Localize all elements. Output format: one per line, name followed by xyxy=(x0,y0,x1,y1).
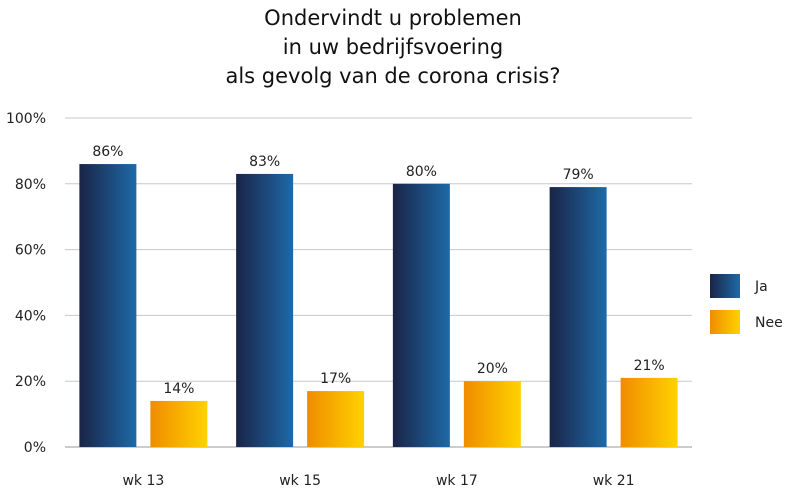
bar-ja-wk-15 xyxy=(236,173,294,447)
x-tick-label: wk 15 xyxy=(279,473,321,489)
chart-title-line-2: in uw bedrijfsvoering xyxy=(282,35,504,59)
bar-nee-wk-13 xyxy=(150,400,208,447)
x-tick-label: wk 21 xyxy=(593,473,635,489)
bar-ja-wk-13 xyxy=(79,164,137,447)
data-label: 20% xyxy=(477,361,508,377)
data-label: 86% xyxy=(92,144,123,160)
legend-label-ja: Ja xyxy=(754,279,768,295)
bar-ja-wk-21 xyxy=(549,187,607,447)
x-tick-label: wk 17 xyxy=(436,473,478,489)
chart-title-line-1: Ondervindt u problemen xyxy=(264,6,522,30)
legend-label-nee: Nee xyxy=(755,315,783,331)
bar-nee-wk-15 xyxy=(307,391,365,447)
data-label: 79% xyxy=(563,167,594,183)
y-tick-label: 60% xyxy=(15,243,46,259)
data-label: 80% xyxy=(406,164,437,180)
y-axis: 0% 20% 40% 60% 80% 100% xyxy=(6,111,46,456)
legend-swatch-nee xyxy=(710,310,740,334)
y-tick-label: 100% xyxy=(6,111,46,127)
data-label: 21% xyxy=(634,358,665,374)
bar-ja-wk-17 xyxy=(392,183,450,448)
data-label: 14% xyxy=(163,381,194,397)
chart-title-line-3: als gevolg van de corona crisis? xyxy=(225,64,561,88)
x-axis: wk 13 wk 15 wk 17 wk 21 xyxy=(122,473,634,489)
x-tick-label: wk 13 xyxy=(122,473,164,489)
y-tick-label: 0% xyxy=(24,440,46,456)
data-label: 17% xyxy=(320,371,351,387)
legend-swatch-ja xyxy=(710,274,740,298)
y-tick-label: 20% xyxy=(15,374,46,390)
chart-title: Ondervindt u problemen in uw bedrijfsvoe… xyxy=(0,4,786,91)
y-tick-label: 80% xyxy=(15,177,46,193)
data-label: 83% xyxy=(249,154,280,170)
y-tick-label: 40% xyxy=(15,308,46,324)
bar-nee-wk-17 xyxy=(463,381,521,447)
bars: 86% 14% 83% 17% 80% 20% 79% 21% xyxy=(79,144,678,448)
legend: Ja Nee xyxy=(710,274,783,334)
bar-nee-wk-21 xyxy=(620,377,678,447)
